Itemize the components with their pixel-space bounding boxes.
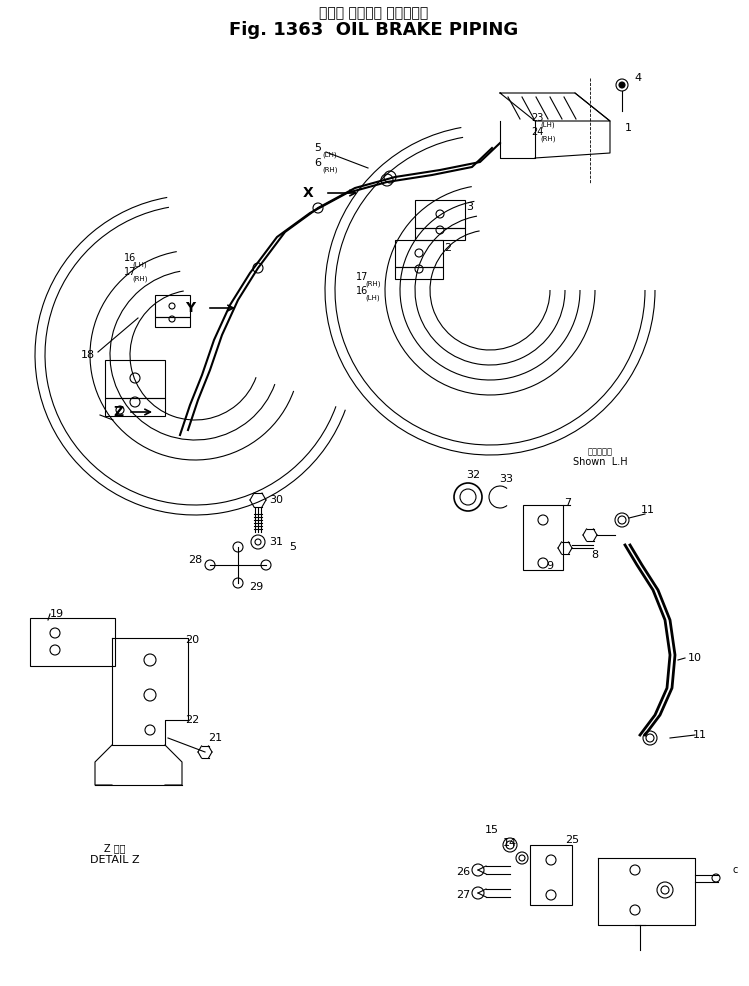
Text: 18: 18 xyxy=(81,350,95,360)
Text: 16: 16 xyxy=(356,286,368,296)
Bar xyxy=(415,228,465,240)
Text: 25: 25 xyxy=(565,835,579,845)
Text: 27: 27 xyxy=(456,890,470,900)
Text: 20: 20 xyxy=(185,635,199,645)
Text: Shown  L.H: Shown L.H xyxy=(573,457,628,467)
Text: DETAIL Z: DETAIL Z xyxy=(90,855,140,865)
Text: 11: 11 xyxy=(693,730,707,740)
Text: 32: 32 xyxy=(466,470,480,480)
Text: 30: 30 xyxy=(269,495,283,505)
Bar xyxy=(105,398,165,416)
Text: Z 詳細: Z 詳細 xyxy=(104,843,126,853)
Text: 26: 26 xyxy=(456,867,470,877)
Text: Z: Z xyxy=(113,405,123,419)
Bar xyxy=(415,200,465,228)
Text: 1: 1 xyxy=(625,123,631,133)
Text: 17: 17 xyxy=(124,267,136,277)
Bar xyxy=(155,317,190,327)
Text: 31: 31 xyxy=(269,537,283,547)
Text: 10: 10 xyxy=(688,653,702,663)
Text: 24: 24 xyxy=(531,127,543,137)
Text: Y: Y xyxy=(185,301,195,315)
Text: 11: 11 xyxy=(641,505,655,515)
Text: 9: 9 xyxy=(547,561,554,571)
Text: c: c xyxy=(733,865,738,875)
Text: 22: 22 xyxy=(185,715,199,725)
Text: 7: 7 xyxy=(565,498,571,508)
Text: 4: 4 xyxy=(634,73,642,83)
Text: 2: 2 xyxy=(444,243,452,253)
Text: 左側を示す: 左側を示す xyxy=(587,448,613,457)
Text: (LH): (LH) xyxy=(366,295,380,302)
Text: 17: 17 xyxy=(356,272,369,282)
Text: 28: 28 xyxy=(188,555,202,565)
Bar xyxy=(530,845,572,905)
Text: (LH): (LH) xyxy=(541,121,555,128)
Text: (RH): (RH) xyxy=(133,276,148,282)
Text: 6: 6 xyxy=(315,158,321,168)
Bar xyxy=(395,240,443,267)
Text: 8: 8 xyxy=(592,550,598,560)
Text: 29: 29 xyxy=(249,582,263,592)
Text: 3: 3 xyxy=(467,202,473,212)
Bar xyxy=(105,360,165,398)
Text: 33: 33 xyxy=(499,474,513,484)
Text: (RH): (RH) xyxy=(366,281,380,287)
Text: 19: 19 xyxy=(50,609,64,619)
Bar xyxy=(523,505,563,570)
Bar xyxy=(155,295,190,317)
Text: (RH): (RH) xyxy=(322,167,338,174)
Text: (LH): (LH) xyxy=(323,152,337,158)
Text: (LH): (LH) xyxy=(133,261,148,268)
Text: 5: 5 xyxy=(290,542,297,552)
Text: 23: 23 xyxy=(531,113,543,123)
Text: 14: 14 xyxy=(503,838,517,848)
Text: Fig. 1363  OIL BRAKE PIPING: Fig. 1363 OIL BRAKE PIPING xyxy=(229,21,518,39)
Bar xyxy=(395,267,443,279)
Text: 21: 21 xyxy=(208,733,222,743)
Text: 16: 16 xyxy=(124,253,136,263)
Circle shape xyxy=(619,82,625,88)
Text: オイル ブレーキ パイピング: オイル ブレーキ パイピング xyxy=(319,6,428,20)
Text: (RH): (RH) xyxy=(540,136,556,142)
Text: 15: 15 xyxy=(485,825,499,835)
Text: X: X xyxy=(303,186,313,200)
Bar xyxy=(30,618,115,666)
Text: 5: 5 xyxy=(315,143,321,153)
